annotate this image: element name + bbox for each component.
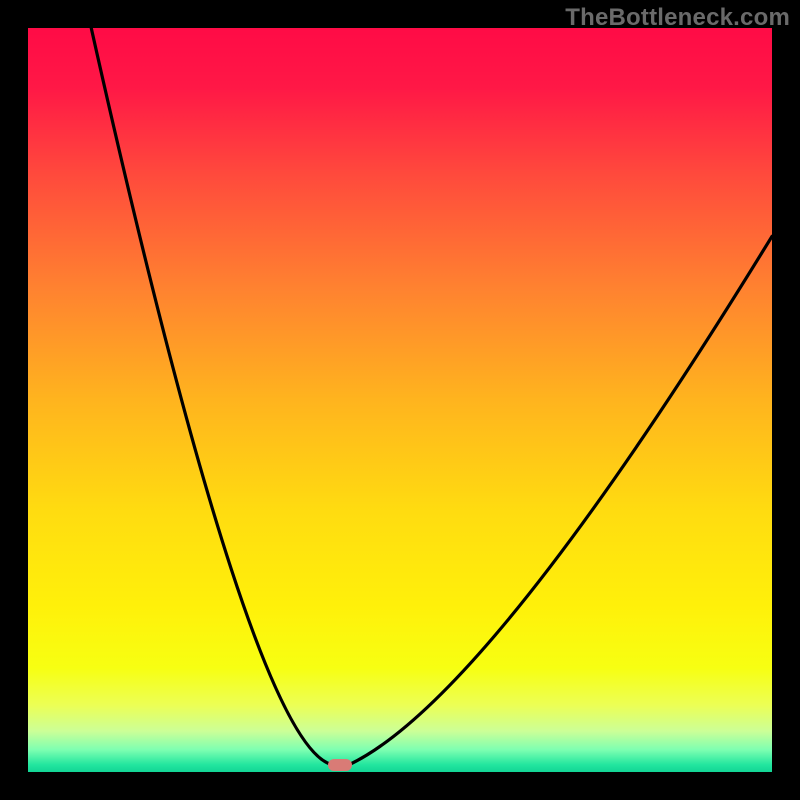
minimum-marker: [328, 759, 352, 771]
watermark-label: TheBottleneck.com: [565, 4, 790, 32]
curve-path: [91, 28, 772, 765]
chart-frame: TheBottleneck.com: [0, 0, 800, 800]
bottleneck-curve: [28, 28, 772, 772]
plot-area: [28, 28, 772, 772]
